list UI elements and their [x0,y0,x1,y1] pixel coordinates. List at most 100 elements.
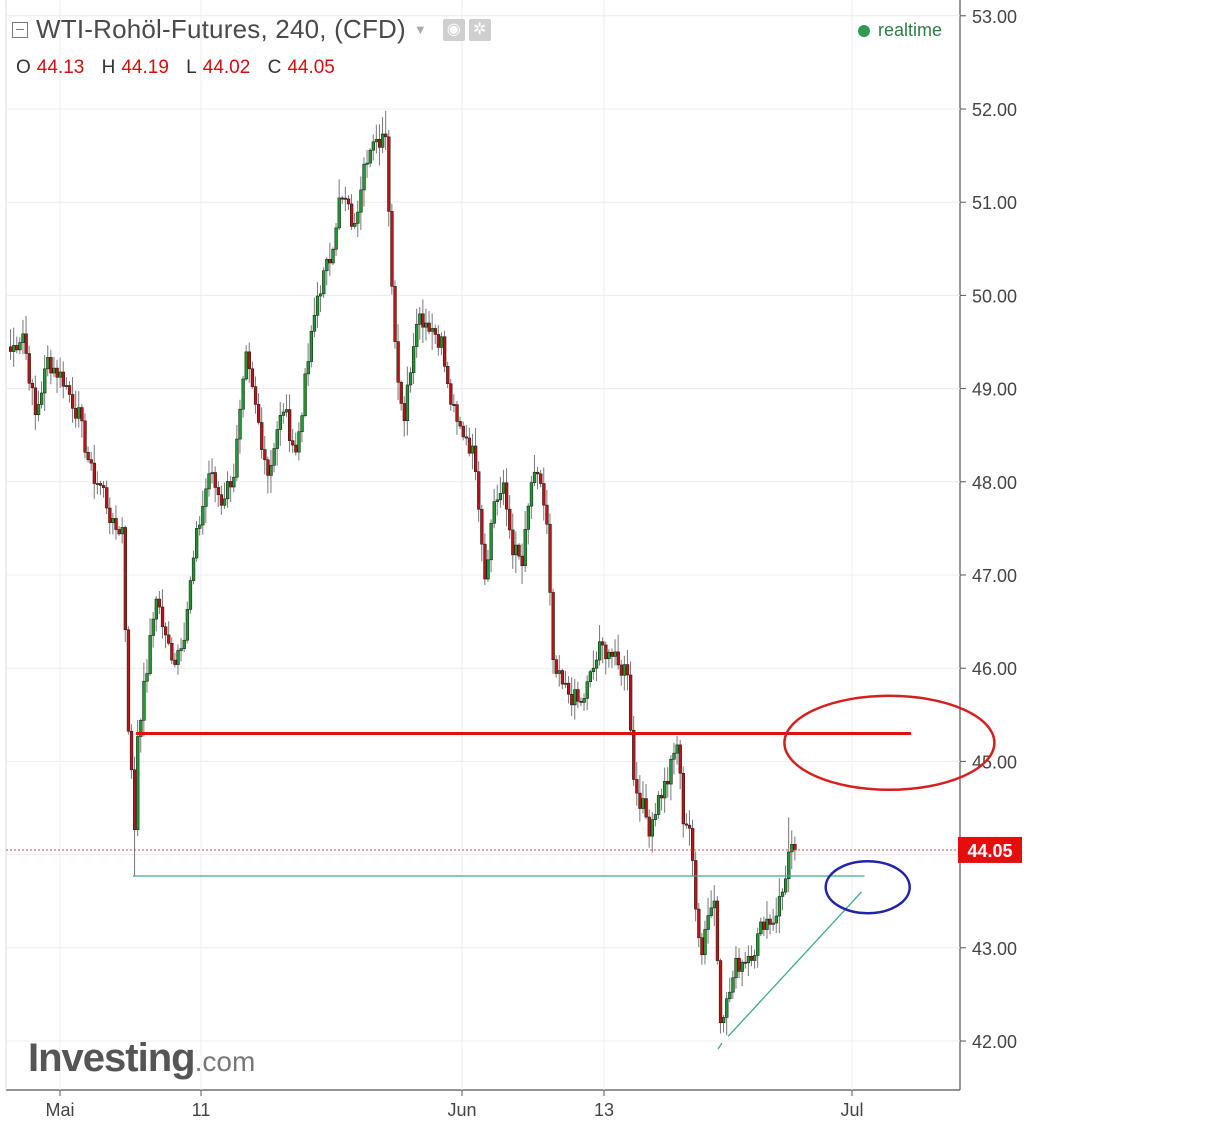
blue-ellipse-marker [824,859,911,915]
candle-body [681,772,686,825]
candle-body [294,444,298,453]
candle-body [303,373,307,416]
candle-body [508,508,512,531]
candle-body [628,674,633,731]
candle-body [452,404,456,406]
candle-body [123,527,128,631]
candle-body [24,333,28,354]
candle-body [405,384,410,422]
candle-body [145,673,149,682]
candle-body [111,518,115,524]
candle-body [396,341,400,383]
candle-body [49,357,53,374]
candle-body [154,598,159,620]
candle-body [291,440,295,446]
candle-body [576,689,580,702]
investing-logo: Investing.com [28,1036,255,1081]
candle-body [570,693,574,706]
candle-body [365,162,369,165]
candle-body [635,779,639,794]
candle-body [281,411,286,416]
candle-body [591,667,596,673]
candle-body [95,483,100,485]
candle-body [498,493,503,501]
candle-body [539,473,543,484]
candle-body [232,476,236,488]
candle-body [198,524,202,529]
candle-body [464,436,469,439]
candle-body [545,504,549,525]
y-tick-label: 50.00 [972,286,1017,306]
candle-body [43,368,47,394]
candle-body [368,149,372,164]
candle-body [346,198,351,205]
candle-body [601,641,605,646]
candle-body [309,330,314,362]
drawing-annotations[interactable] [133,694,996,1050]
candle-body [229,481,233,488]
candle-body [430,328,434,332]
candle-body [98,483,103,486]
candle-body [619,664,624,676]
candle-body [436,334,441,348]
candle-body [167,634,171,644]
collapse-icon[interactable] [12,21,28,38]
candle-body [204,488,208,507]
instrument-title[interactable]: WTI-Rohöl-Futures, 240, (CFD) [36,14,406,44]
candle-body [588,671,593,683]
eye-icon[interactable]: ◉ [442,18,465,41]
x-tick-label: Jun [447,1100,476,1120]
candle-body [71,394,75,409]
status-dot-icon [858,24,870,37]
candle-body [399,381,403,404]
candle-body [492,501,496,524]
candle-body [179,648,183,651]
candle-body [108,507,112,524]
candle-body [756,933,760,956]
y-tick-label: 53.00 [972,7,1017,27]
logo-brand: Investing [28,1036,196,1080]
y-tick-label: 48.00 [972,473,1017,493]
candle-body [551,592,555,660]
candle-body [157,598,162,608]
candle-body [604,644,608,660]
candle-body [325,259,329,272]
candle-body [219,494,224,506]
candle-body [656,795,661,815]
candle-body [771,922,775,925]
candle-body [411,346,416,374]
candle-body [793,844,797,851]
candle-body [182,639,186,649]
candle-body [356,211,360,224]
candle-body [743,961,748,964]
candle-body [77,407,81,419]
candle-body [597,641,602,661]
candle-body [697,908,701,938]
candle-body [64,385,69,387]
candle-body [58,371,62,378]
candle-body [349,203,354,227]
caret-down-icon[interactable]: ▼ [413,22,427,37]
candle-body [201,506,205,526]
x-tick-label: 11 [192,1100,211,1120]
candle-body [563,682,568,685]
candle-body [517,544,521,557]
candle-body [390,211,394,287]
candle-body [529,482,534,507]
candle-body [328,259,332,264]
candle-body [672,752,676,760]
candle-body [331,248,335,264]
candle-body [216,487,221,495]
candle-body [374,138,379,143]
gear-icon[interactable]: ✲ [468,18,491,41]
candle-body [523,529,527,567]
candle-body [483,543,487,580]
candle-body [105,487,109,509]
candle-body [548,523,552,593]
candle-body [287,409,292,441]
candle-body [67,385,72,395]
candle-body [495,499,500,502]
candle-body [625,664,630,676]
candle-body [387,136,391,212]
